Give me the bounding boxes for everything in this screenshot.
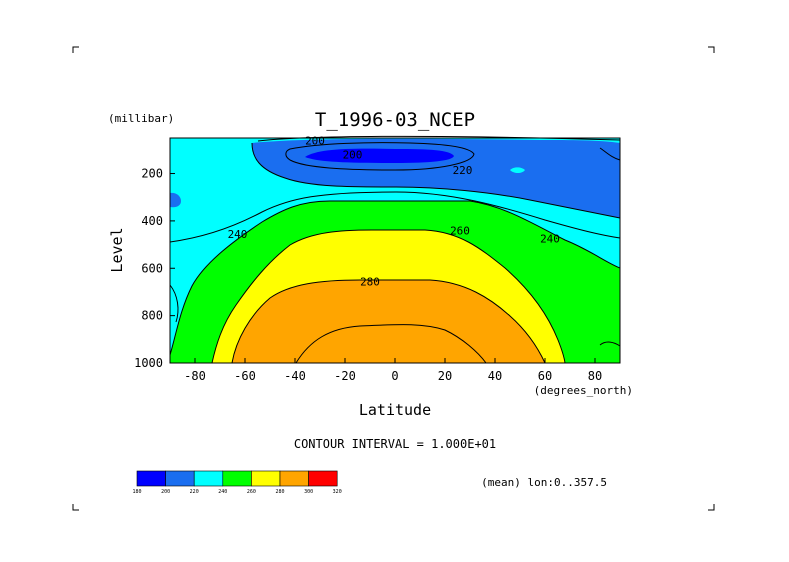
legend-label: 220: [190, 489, 199, 495]
legend-swatch: [165, 470, 195, 487]
color-legend: 180 200 220 240 260 280 300 320: [132, 470, 342, 495]
contour-interval-label: CONTOUR INTERVAL = 1.000E+01: [294, 437, 496, 451]
x-tick-label: -80: [184, 369, 206, 383]
plot-area: 200 200 220 240 240 260 280: [169, 134, 621, 364]
contour-label: 280: [360, 275, 380, 288]
x-axis-label: Latitude: [359, 401, 431, 419]
legend-label: 280: [275, 489, 284, 495]
x-tick-label: -40: [284, 369, 306, 383]
y-tick-label: 400: [141, 214, 163, 228]
corner-marks: [72, 46, 715, 511]
band-180-200: [305, 148, 454, 163]
legend-swatch: [222, 470, 252, 487]
y-tick-label: 200: [141, 167, 163, 181]
x-tick-label: 0: [391, 369, 398, 383]
legend-swatch: [136, 470, 166, 487]
legend-swatch: [279, 470, 309, 487]
band-280-300: [232, 280, 545, 363]
band-200-220-small: [510, 167, 525, 173]
legend-label: 260: [247, 489, 256, 495]
chart-title: T_1996-03_NCEP: [315, 109, 475, 131]
y-axis-label: Level: [108, 227, 126, 272]
x-tick-label: 40: [488, 369, 502, 383]
x-tick-label: 60: [538, 369, 552, 383]
contour-label: 220: [453, 164, 473, 177]
mean-label: (mean) lon:0..357.5: [481, 476, 607, 489]
y-units-label: (millibar): [108, 112, 174, 125]
x-axis: -80 -60 -40 -20 0 20 40 60 80: [184, 358, 602, 383]
legend-label: 180: [132, 489, 141, 495]
contour-label: 200: [305, 134, 325, 147]
x-tick-label: -60: [234, 369, 256, 383]
y-axis: 200 400 600 800 1000: [134, 167, 175, 370]
x-units-label: (degrees_north): [534, 384, 633, 397]
legend-swatch: [251, 470, 281, 487]
y-tick-label: 800: [141, 309, 163, 323]
x-tick-label: 80: [588, 369, 602, 383]
x-tick-label: -20: [334, 369, 356, 383]
y-tick-label: 1000: [134, 356, 163, 370]
legend-swatch: [308, 470, 338, 487]
contour-label: 240: [228, 228, 248, 241]
legend-label: 240: [218, 489, 227, 495]
contour-label: 200: [343, 149, 363, 162]
y-tick-label: 600: [141, 261, 163, 275]
contour-label: 240: [540, 233, 560, 246]
contour-labels: 200 200 220 240 240 260 280: [228, 134, 560, 288]
legend-label: 200: [161, 489, 170, 495]
legend-label: 300: [304, 489, 313, 495]
legend-label: 320: [333, 489, 342, 495]
legend-swatch: [193, 470, 224, 487]
band-200-220-left: [170, 192, 181, 208]
x-tick-label: 20: [438, 369, 452, 383]
contour-label: 260: [450, 224, 470, 237]
